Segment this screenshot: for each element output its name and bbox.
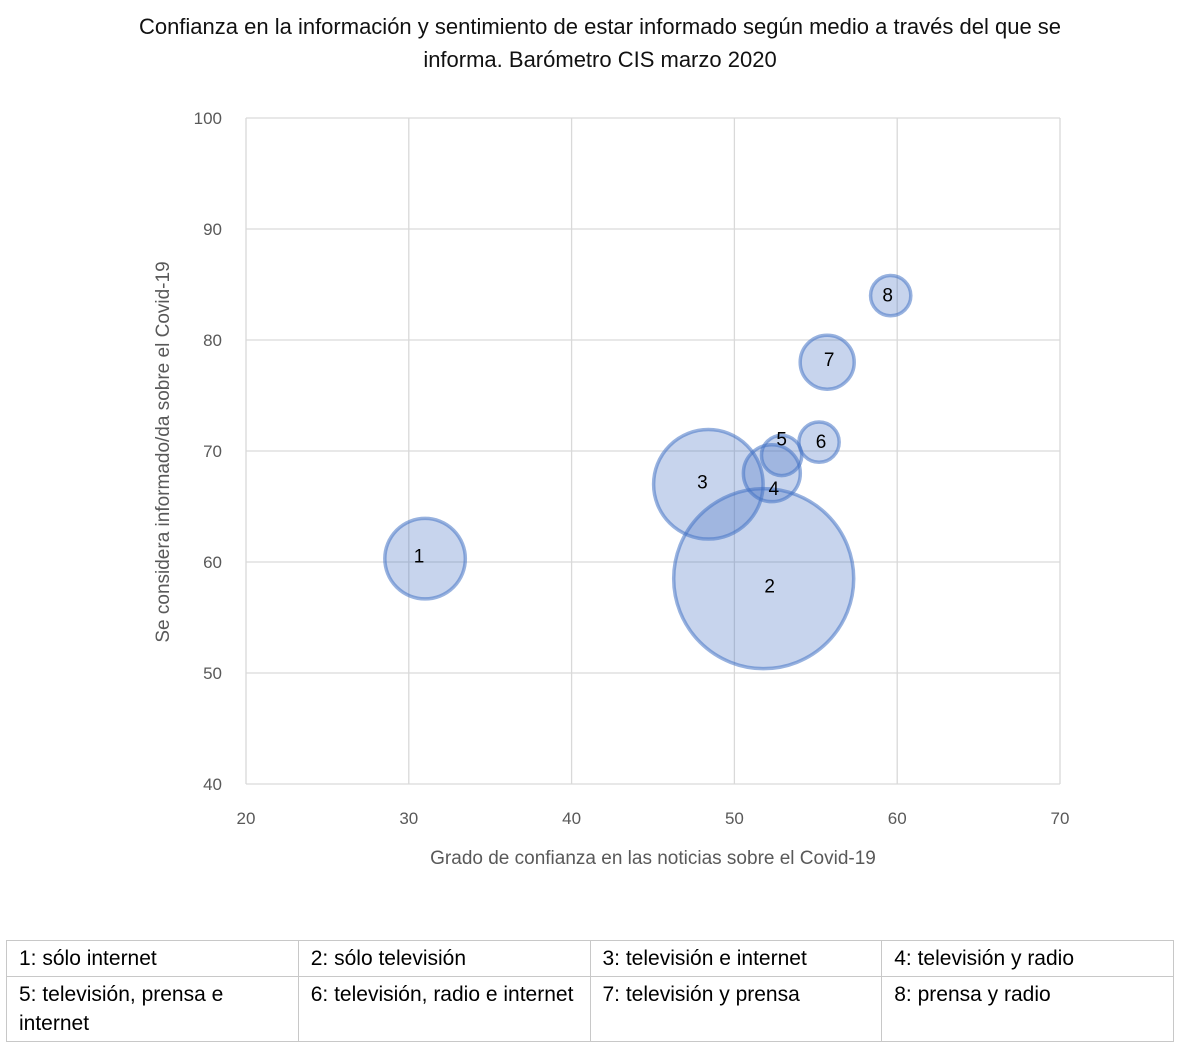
bubble-label-6: 6 — [816, 432, 827, 453]
bubbles: 1 2 3 4 5 6 7 8 — [383, 273, 913, 671]
legend-row: 1: sólo internet 2: sólo televisión 3: t… — [6, 940, 1174, 977]
bubble-label-1: 1 — [414, 547, 425, 568]
legend-cell: 6: televisión, radio e internet — [297, 976, 591, 1042]
x-axis-label: Grado de confianza en las noticias sobre… — [430, 848, 876, 869]
bubble-6 — [797, 420, 841, 464]
grid-lines — [245, 117, 1061, 785]
x-tick-label: 70 — [1051, 809, 1070, 828]
legend-row: 5: televisión, prensa e internet 6: tele… — [6, 976, 1174, 1042]
chart-title-line-2: informa. Barómetro CIS marzo 2020 — [423, 47, 777, 72]
bubble-label-8: 8 — [882, 286, 893, 307]
legend-cell: 1: sólo internet — [6, 940, 299, 977]
bubble-7 — [798, 333, 856, 391]
y-tick-label: 40 — [203, 775, 222, 794]
bubble-3 — [651, 427, 765, 541]
x-tick-label: 50 — [725, 809, 744, 828]
bubble-8 — [868, 273, 913, 318]
y-axis-label: Se considera informado/da sobre el Covid… — [153, 261, 174, 642]
bubble-label-4: 4 — [769, 479, 780, 500]
legend-cell: 8: prensa y radio — [881, 976, 1174, 1042]
bubble-label-2: 2 — [764, 577, 775, 598]
y-tick-label: 80 — [203, 331, 222, 350]
legend-cell: 4: televisión y radio — [881, 940, 1174, 977]
legend-table: 1: sólo internet 2: sólo televisión 3: t… — [6, 940, 1174, 1042]
y-tick-label: 50 — [203, 664, 222, 683]
legend-cell: 5: televisión, prensa e internet — [6, 976, 299, 1042]
x-tick-label: 30 — [399, 809, 418, 828]
x-tick-label: 40 — [562, 809, 581, 828]
x-tick-label: 20 — [237, 809, 256, 828]
bubble-chart: 1 2 3 4 5 6 7 8 20 30 40 50 60 70 40 50 60 70 80 90 100 Gra… — [153, 109, 1070, 869]
legend-cell: 2: sólo televisión — [297, 940, 591, 977]
y-tick-label: 70 — [203, 442, 222, 461]
chart-title-line-1: Confianza en la información y sentimient… — [138, 14, 1062, 39]
y-tick-label: 60 — [203, 553, 222, 572]
bubble-label-7: 7 — [824, 350, 835, 371]
tick-labels: 20 30 40 50 60 70 40 50 60 70 80 90 100 — [194, 109, 1070, 828]
legend-cell: 7: televisión y prensa — [589, 976, 883, 1042]
legend-cell: 3: televisión e internet — [589, 940, 883, 977]
y-tick-label: 90 — [203, 220, 222, 239]
x-tick-label: 60 — [888, 809, 907, 828]
y-tick-label: 100 — [194, 109, 222, 128]
bubble-label-5: 5 — [776, 429, 787, 450]
chart-title: Confianza en la información y sentimient… — [0, 10, 1200, 76]
bubble-label-3: 3 — [697, 472, 708, 493]
bubble-1 — [383, 516, 468, 601]
